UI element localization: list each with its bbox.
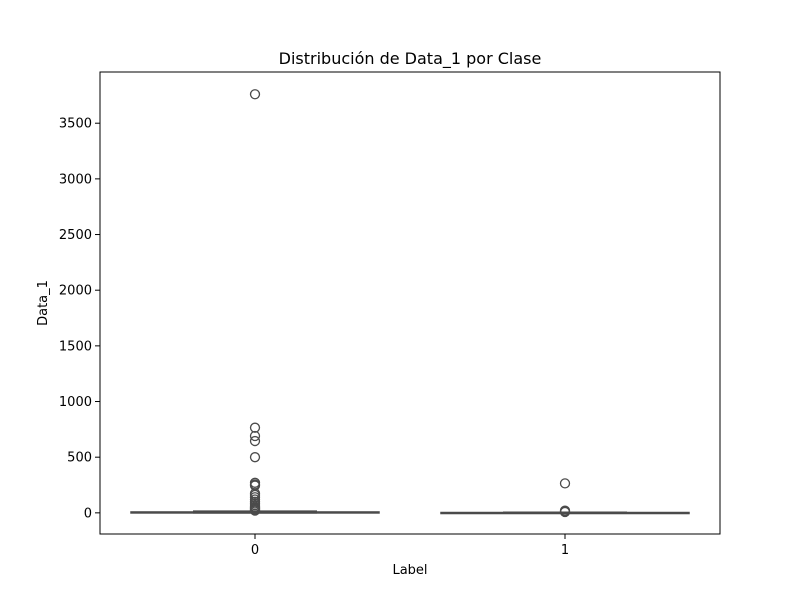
y-tick-label: 0 xyxy=(84,506,92,521)
chart-title: Distribución de Data_1 por Clase xyxy=(279,49,542,69)
y-tick-label: 2500 xyxy=(59,228,92,243)
box-group-1 xyxy=(440,478,690,518)
y-axis-title: Data_1 xyxy=(36,280,51,326)
outlier-point xyxy=(249,505,261,516)
y-tick-label: 1500 xyxy=(59,339,92,354)
plot-area-frame xyxy=(99,71,721,535)
y-tick-label: 3000 xyxy=(59,172,92,187)
y-tick-label: 500 xyxy=(67,451,92,466)
y-axis: 0 500 1000 1500 2000 2500 3000 3500 xyxy=(59,117,100,521)
outlier-point xyxy=(249,89,261,100)
outlier-point xyxy=(559,478,571,489)
y-tick-label: 1000 xyxy=(59,395,92,410)
y-tick-label: 3500 xyxy=(59,117,92,132)
box-series xyxy=(130,89,690,518)
y-tick-label: 2000 xyxy=(59,284,92,299)
box-group-0 xyxy=(130,89,380,516)
outlier-point xyxy=(559,506,571,518)
x-tick-label: 1 xyxy=(561,543,569,558)
x-axis-title: Label xyxy=(392,563,427,578)
outlier-point xyxy=(249,435,261,447)
outlier-point xyxy=(249,430,261,442)
outlier-point xyxy=(249,422,261,433)
outlier-point xyxy=(249,452,261,463)
x-tick-label: 0 xyxy=(251,543,259,558)
